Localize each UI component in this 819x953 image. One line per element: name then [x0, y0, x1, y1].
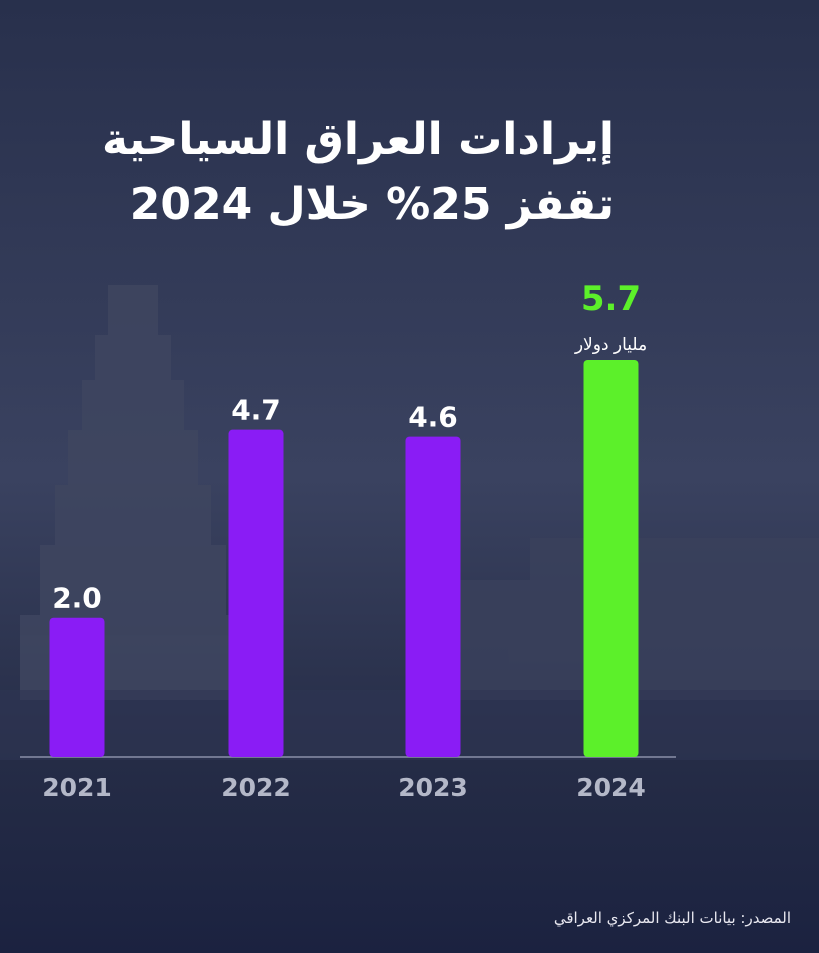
source-note: المصدر: بيانات البنك المركزي العراقي — [553, 909, 791, 927]
x-tick-label: 2022 — [221, 773, 291, 802]
chart-title: إيرادات العراق السياحية — [101, 114, 614, 165]
x-tick-label: 2021 — [42, 773, 112, 802]
bar-2023 — [405, 436, 461, 757]
building-silhouette — [460, 538, 819, 700]
unit-label: مليار دولار — [574, 335, 647, 355]
value-label: 5.7 — [581, 279, 641, 319]
value-label: 2.0 — [52, 582, 102, 615]
bar-2024 — [583, 360, 639, 757]
bar-2022 — [228, 429, 284, 757]
x-tick-label: 2023 — [398, 773, 468, 802]
chart-subtitle: تقفز 25% خلال 2024 — [129, 179, 614, 230]
x-tick-label: 2024 — [576, 773, 646, 802]
value-label: 4.7 — [231, 394, 281, 427]
bar-2021 — [49, 617, 105, 757]
value-label: 4.6 — [408, 401, 458, 434]
